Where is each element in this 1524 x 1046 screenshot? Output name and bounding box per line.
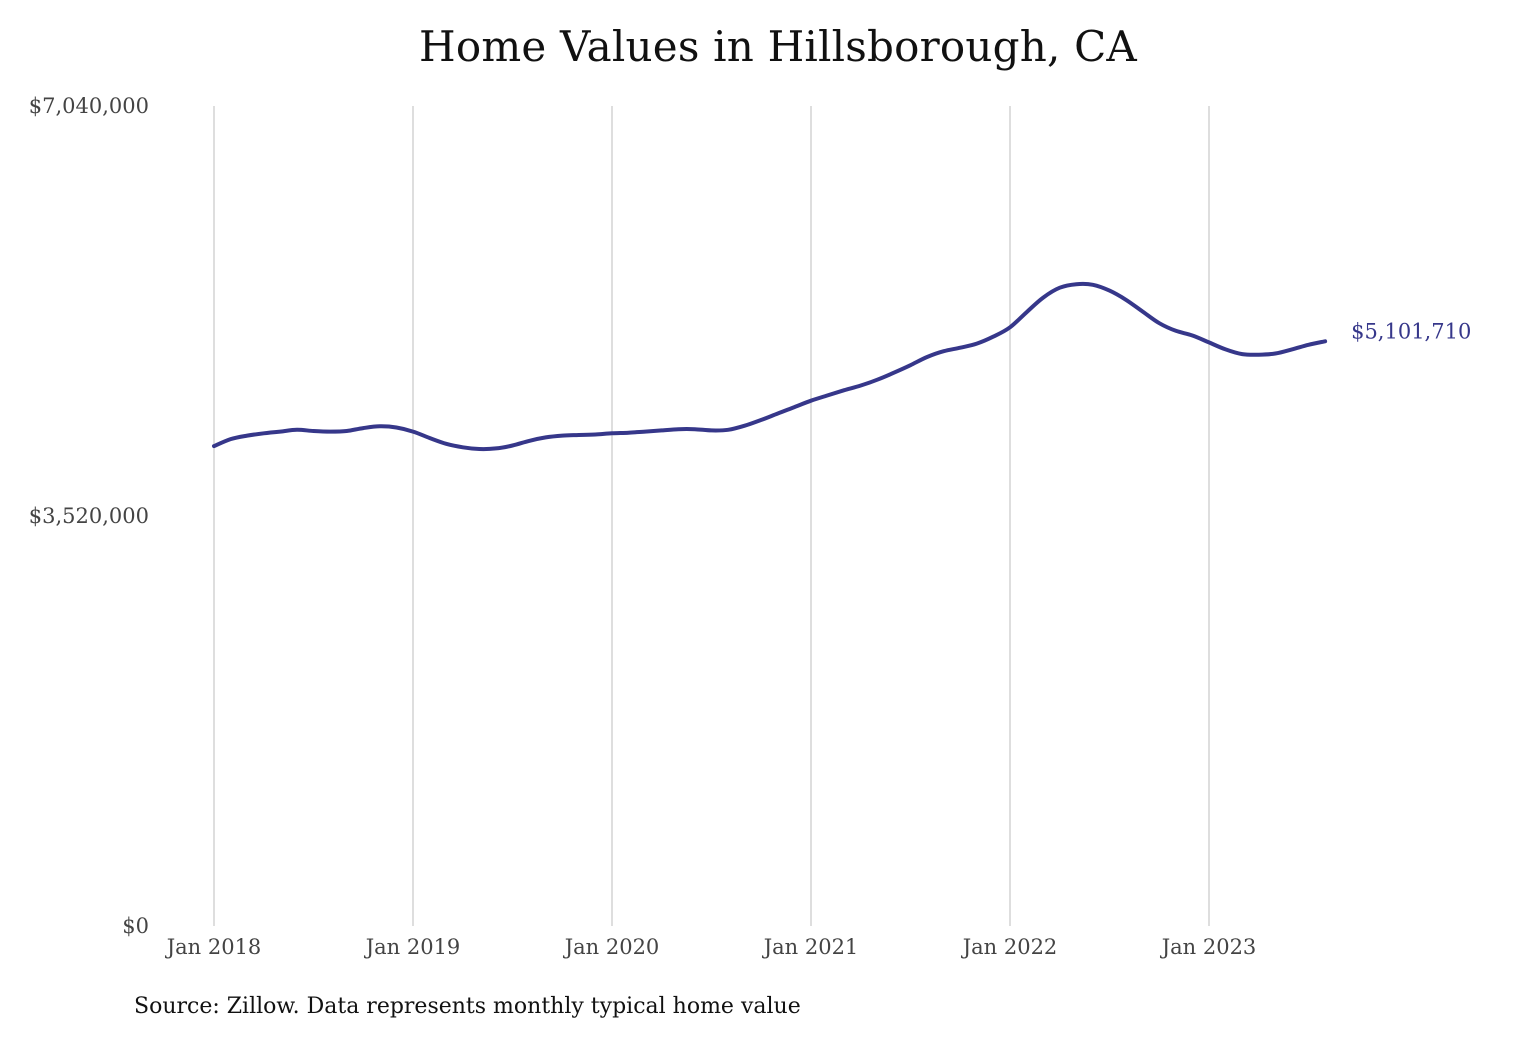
y-tick-label: $0 [122, 914, 149, 938]
x-tick-label: Jan 2019 [364, 935, 461, 959]
x-tick-label: Jan 2021 [762, 935, 859, 959]
y-tick-label: $7,040,000 [29, 94, 149, 118]
end-value-label: $5,101,710 [1351, 319, 1471, 343]
vertical-gridlines [213, 106, 1210, 926]
y-axis-ticks: $0 $3,520,000 $7,040,000 [29, 94, 149, 938]
source-note: Source: Zillow. Data represents monthly … [134, 994, 801, 1019]
x-tick-label: Jan 2023 [1160, 935, 1257, 959]
x-axis-ticks: Jan 2018 Jan 2019 Jan 2020 Jan 2021 Jan 2022… [165, 935, 1257, 959]
chart-title: Home Values in Hillsborough, CA [419, 22, 1137, 71]
series-line [212, 281, 1328, 452]
y-tick-label: $3,520,000 [29, 504, 149, 528]
x-tick-label: Jan 2018 [165, 935, 262, 959]
x-tick-label: Jan 2022 [961, 935, 1058, 959]
x-tick-label: Jan 2020 [563, 935, 660, 959]
